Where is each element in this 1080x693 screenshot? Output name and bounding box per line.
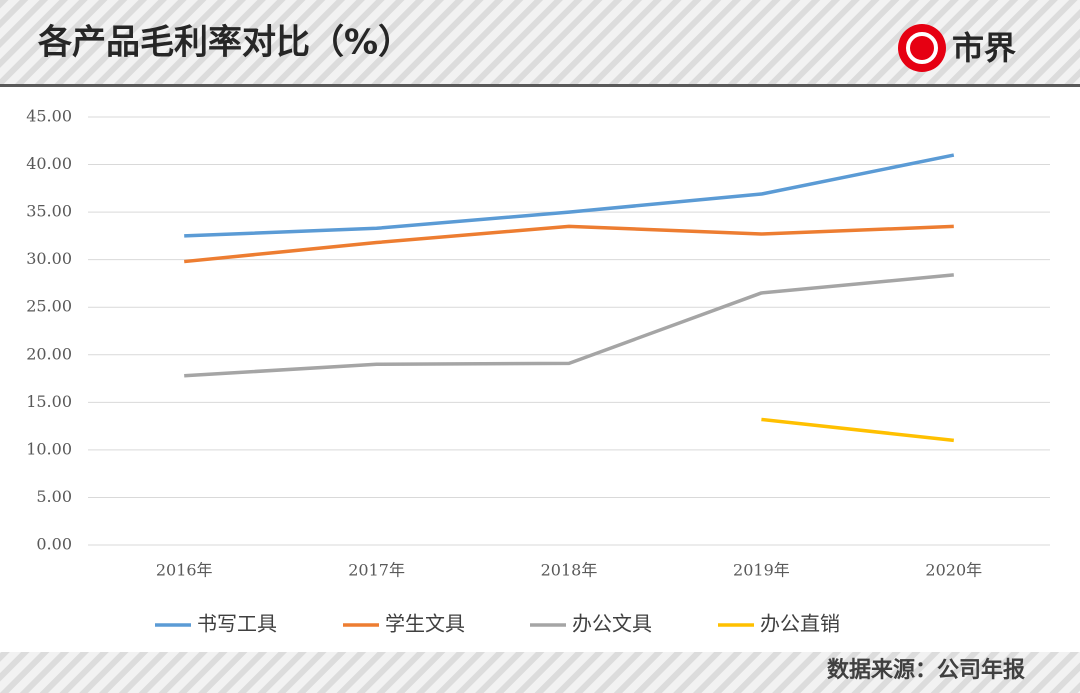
chart-title: 各产品毛利率对比（%） <box>38 23 412 63</box>
logo-icon <box>898 24 946 72</box>
series-line <box>761 417 954 443</box>
y-tick-label: 5.00 <box>36 487 72 506</box>
x-tick-label: 2017年 <box>348 561 405 580</box>
y-tick-label: 0.00 <box>36 535 72 554</box>
header-rule <box>0 84 1080 87</box>
y-tick-label: 10.00 <box>26 439 72 458</box>
legend-label: 办公文具 <box>572 612 652 636</box>
y-tick-label: 25.00 <box>26 297 72 316</box>
x-tick-label: 2020年 <box>925 561 982 580</box>
y-tick-label: 35.00 <box>26 202 72 221</box>
y-tick-label: 45.00 <box>26 107 72 126</box>
series-line <box>184 273 954 378</box>
y-tick-label: 20.00 <box>26 344 72 363</box>
x-tick-label: 2016年 <box>156 561 213 580</box>
y-tick-label: 30.00 <box>26 249 72 268</box>
y-tick-label: 40.00 <box>26 154 72 173</box>
logo-icon-ring <box>906 32 938 64</box>
logo-text: 市界 <box>952 29 1016 67</box>
legend-label: 学生文具 <box>385 612 465 636</box>
source-note: 数据来源：公司年报 <box>827 657 1025 683</box>
legend-label: 办公直销 <box>760 612 840 636</box>
x-tick-label: 2018年 <box>541 561 598 580</box>
footer-bg <box>0 652 1080 693</box>
legend-label: 书写工具 <box>197 612 277 636</box>
series-line <box>184 153 955 238</box>
y-tick-label: 15.00 <box>26 392 72 411</box>
series-line <box>184 224 954 264</box>
x-tick-label: 2019年 <box>733 561 790 580</box>
